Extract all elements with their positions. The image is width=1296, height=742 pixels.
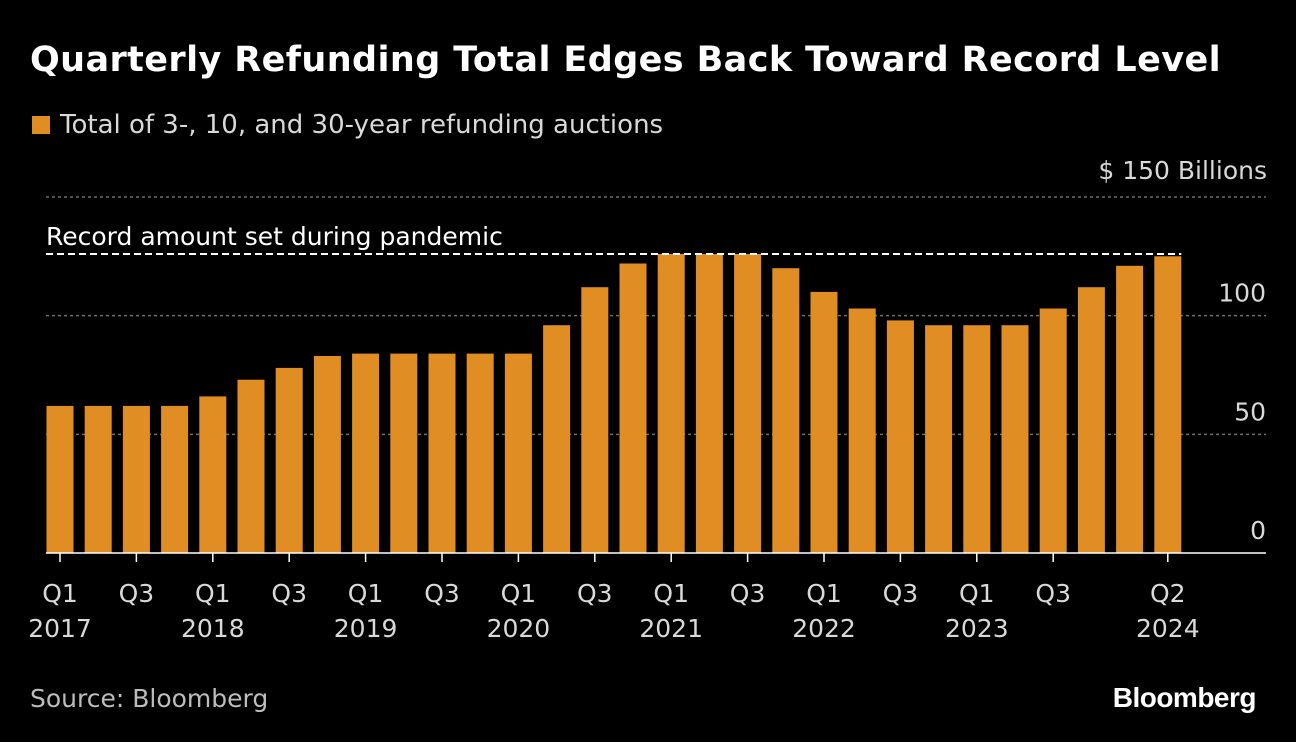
legend: Total of 3-, 10, and 30-year refunding a… [32, 110, 663, 140]
bar [734, 254, 762, 553]
record-annotation: Record amount set during pandemic [46, 222, 503, 251]
x-tick-year-label: 2020 [487, 614, 551, 643]
x-tick-year-label: 2022 [792, 614, 856, 643]
bar [46, 405, 74, 553]
x-tick-label: Q1 [42, 579, 78, 608]
x-tick-year-label: 2024 [1136, 614, 1200, 643]
bar [543, 325, 571, 553]
bar-chart: Record amount set during pandemic 0 50 100 $… [28, 156, 1267, 643]
y-unit-label: $ 150 Billions [1098, 156, 1267, 185]
x-tick-label: Q1 [348, 579, 384, 608]
legend-swatch [32, 116, 50, 134]
bar [466, 353, 494, 553]
x-tick-label: Q1 [959, 579, 995, 608]
x-tick-year-label: 2019 [334, 614, 398, 643]
bar [886, 320, 914, 553]
bar [237, 379, 265, 553]
bar [1116, 265, 1144, 553]
x-tick-year-label: 2023 [945, 614, 1009, 643]
bar [657, 254, 685, 553]
bar [390, 353, 418, 553]
x-tick-label: Q3 [424, 579, 460, 608]
bar [352, 353, 380, 553]
bar [619, 263, 647, 553]
y-tick-label: 50 [1234, 397, 1266, 426]
bar [504, 353, 532, 553]
bar [1154, 256, 1182, 553]
x-tick-label: Q3 [883, 579, 919, 608]
x-tick-label: Q1 [806, 579, 842, 608]
bar [122, 405, 150, 553]
x-tick-label: Q1 [653, 579, 689, 608]
x-tick-label: Q3 [119, 579, 155, 608]
legend-label: Total of 3-, 10, and 30-year refunding a… [60, 110, 664, 140]
y-tick-label: 0 [1250, 516, 1266, 545]
bar [810, 291, 838, 553]
bar [848, 308, 876, 553]
y-tick-label: 100 [1218, 279, 1266, 308]
bloomberg-logo: Bloomberg [1112, 682, 1257, 713]
bar [313, 356, 341, 553]
x-tick-year-label: 2018 [181, 614, 245, 643]
chart-title: Quarterly Refunding Total Edges Back Tow… [30, 40, 1222, 80]
x-tick-label: Q3 [1035, 579, 1071, 608]
x-tick-year-label: 2017 [28, 614, 92, 643]
bar [161, 405, 189, 553]
source-note: Source: Bloomberg [30, 684, 269, 713]
bar [275, 367, 303, 553]
bar [772, 268, 800, 553]
x-tick-label: Q1 [195, 579, 231, 608]
bar [925, 325, 953, 553]
x-tick-label: Q3 [271, 579, 307, 608]
bar [199, 396, 227, 553]
bar [1077, 287, 1105, 553]
bar [963, 325, 991, 553]
bar [1001, 325, 1029, 553]
bar [695, 254, 723, 553]
x-tick-label: Q1 [501, 579, 537, 608]
bar [84, 405, 112, 553]
x-tick-year-label: 2021 [639, 614, 703, 643]
x-tick-label: Q2 [1150, 579, 1186, 608]
x-tick-label: Q3 [577, 579, 613, 608]
bar [1039, 308, 1067, 553]
bar [428, 353, 456, 553]
bar [581, 287, 609, 553]
x-tick-label: Q3 [730, 579, 766, 608]
